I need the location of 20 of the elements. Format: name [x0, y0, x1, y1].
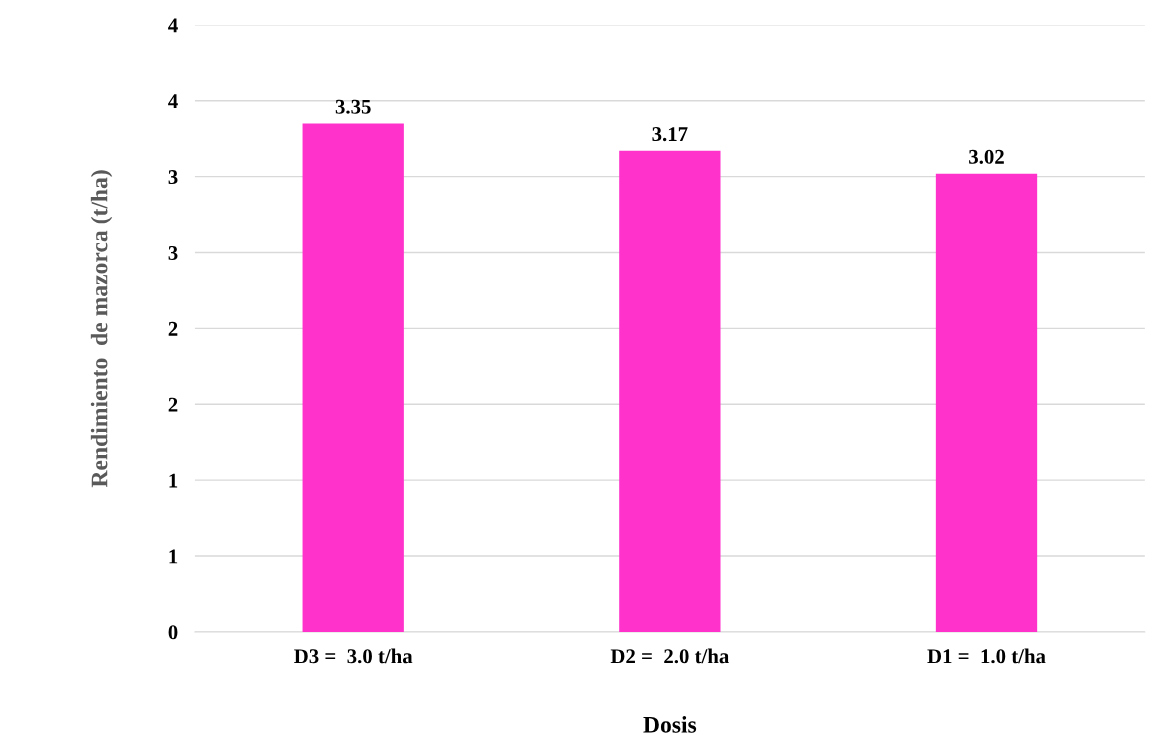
x-tick-label: D2 = 2.0 t/ha	[610, 648, 730, 664]
y-tick-label: 3	[168, 245, 178, 260]
y-tick-label: 0	[168, 625, 178, 640]
bar	[302, 123, 404, 632]
bar	[619, 150, 721, 632]
y-tick-label: 4	[168, 94, 178, 109]
y-tick-label: 1	[169, 549, 178, 564]
y-tick-label: 1	[169, 473, 178, 488]
y-tick-label: 2	[168, 397, 178, 412]
bar	[935, 173, 1038, 632]
y-tick-label: 2	[168, 321, 178, 336]
y-tick-label: 4	[168, 18, 178, 33]
data-label: 3.35	[335, 99, 371, 114]
y-axis-title: Rendimiento de mazorca (t/ha)	[90, 170, 113, 488]
data-label: 3.02	[969, 149, 1004, 164]
x-tick-label: D3 = 3.0 t/ha	[294, 648, 413, 664]
y-tick-label: 3	[168, 170, 178, 185]
x-tick-label: D1 = 1.0 t/ha	[927, 648, 1046, 664]
data-label: 3.17	[652, 127, 688, 142]
x-axis-title: Dosis	[643, 716, 697, 733]
